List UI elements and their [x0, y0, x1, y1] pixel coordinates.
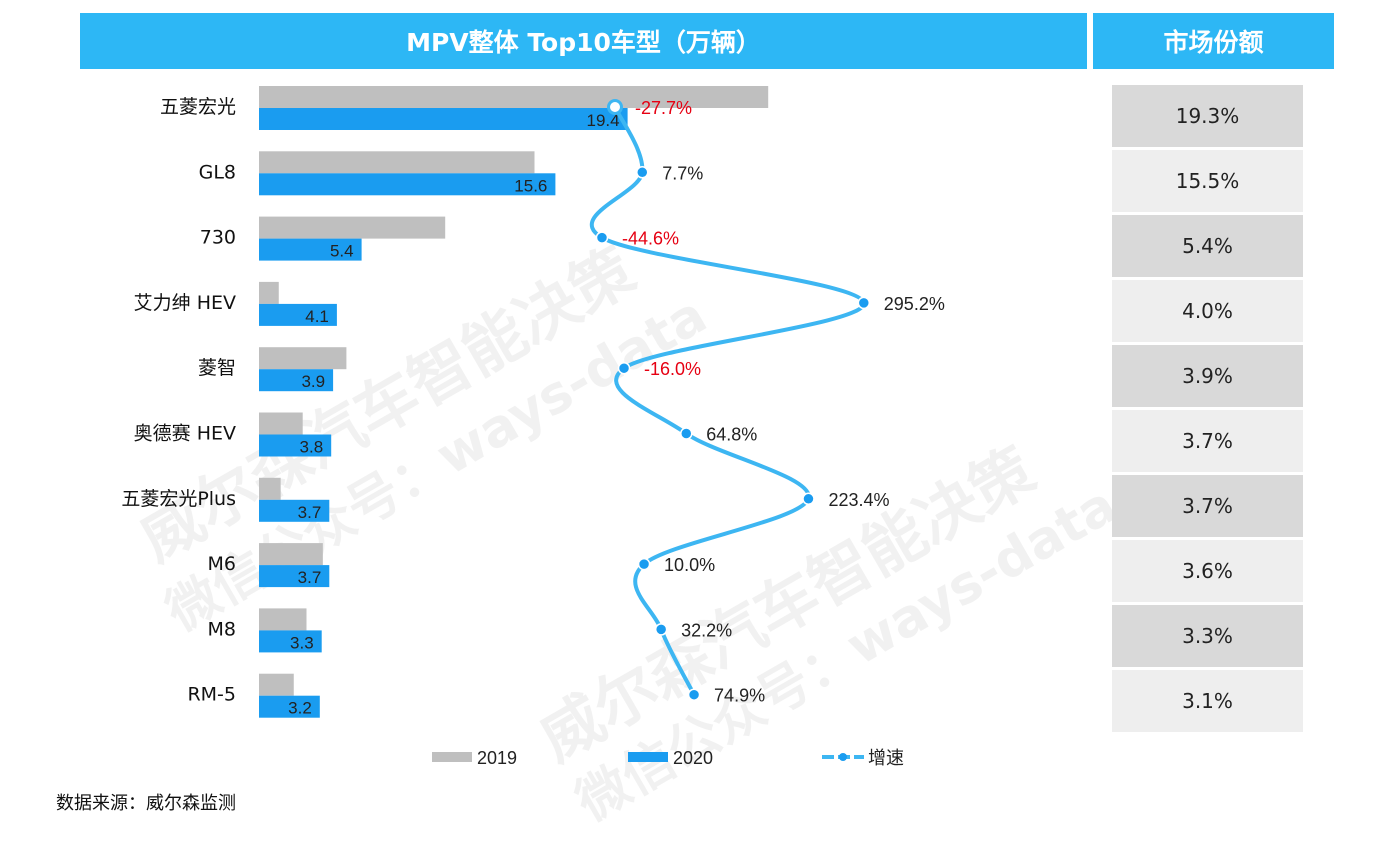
growth-point	[802, 492, 815, 506]
growth-point	[636, 166, 649, 179]
growth-point	[857, 296, 871, 310]
bar-2019	[259, 477, 281, 500]
category-label: GL8	[199, 161, 236, 183]
legend-label-2019: 2019	[477, 748, 517, 768]
bar-value-label: 3.8	[300, 438, 324, 457]
bar-2019	[259, 281, 279, 304]
category-label: 菱智	[198, 357, 236, 379]
market-share-cell: 3.9%	[1112, 345, 1303, 407]
bar-2020	[259, 565, 330, 588]
growth-label: 74.9%	[714, 686, 765, 706]
market-share-cell: 3.7%	[1112, 475, 1303, 537]
category-label: M6	[208, 553, 236, 575]
market-share-cell: 3.6%	[1112, 540, 1303, 602]
market-share-cell: 3.3%	[1112, 605, 1303, 667]
bar-value-label: 15.6	[514, 176, 547, 195]
category-label: 艾力绅 HEV	[134, 292, 236, 314]
growth-point	[687, 688, 701, 701]
market-share-cell: 5.4%	[1112, 215, 1303, 277]
market-share-cell: 4.0%	[1112, 280, 1303, 342]
bar-2019	[259, 543, 323, 566]
market-share-cell: 3.1%	[1112, 670, 1303, 732]
growth-label: 64.8%	[706, 425, 757, 445]
bar-value-label: 3.7	[298, 568, 322, 587]
bar-2020	[259, 108, 628, 130]
bar-value-label: 5.4	[330, 242, 354, 261]
growth-label: 295.2%	[884, 294, 945, 314]
growth-line	[589, 105, 866, 697]
legend-label-2020: 2020	[673, 748, 713, 768]
category-label: 奥德赛 HEV	[134, 423, 236, 445]
legend-swatch-2020	[628, 752, 668, 762]
growth-point	[680, 427, 693, 440]
growth-label: -44.6%	[622, 229, 679, 249]
bar-2020	[259, 369, 334, 392]
growth-label: 10.0%	[664, 555, 715, 575]
growth-label: 7.7%	[662, 163, 703, 183]
growth-label: 223.4%	[828, 490, 889, 510]
category-label: 730	[200, 227, 236, 249]
growth-point	[617, 361, 631, 375]
bar-2020	[259, 238, 362, 261]
market-share-cell: 19.3%	[1112, 85, 1303, 147]
chart-area: 五菱宏光 19.4 GL8 15.6 730 5.4 艾力绅 HEV 4.1 菱智 3.9 奥德赛 …	[121, 86, 945, 769]
bar-2020	[259, 434, 332, 457]
bar-value-label: 3.7	[298, 503, 322, 522]
bar-2019	[259, 347, 347, 370]
bar-value-label: 3.2	[288, 699, 312, 718]
bar-2019	[259, 216, 446, 239]
bar-2019	[259, 412, 303, 435]
bar-2019	[259, 608, 307, 631]
bar-2019	[259, 151, 535, 174]
legend-swatch-growth-point	[839, 753, 847, 761]
bar-2020	[259, 499, 330, 522]
bar-value-label: 3.9	[301, 372, 325, 391]
bar-2019	[259, 86, 769, 108]
legend-swatch-2019	[432, 752, 472, 762]
growth-point	[637, 557, 651, 571]
growth-point	[607, 99, 623, 115]
market-share-cell: 3.7%	[1112, 410, 1303, 472]
category-label: 五菱宏光Plus	[121, 488, 236, 510]
bar-2020	[259, 173, 556, 196]
legend-label-growth: 增速	[868, 748, 904, 769]
bar-2020	[259, 695, 320, 718]
growth-label: 32.2%	[681, 620, 732, 640]
category-label: RM-5	[187, 684, 236, 706]
bar-2019	[259, 673, 294, 696]
category-label: 五菱宏光	[160, 96, 236, 118]
growth-label: -16.0%	[644, 359, 701, 379]
growth-point	[595, 231, 609, 244]
bar-value-label: 3.3	[290, 633, 314, 652]
growth-label: -27.7%	[635, 98, 692, 118]
growth-point	[654, 623, 668, 636]
data-source: 数据来源：威尔森监测	[56, 793, 236, 814]
market-share-title: 市场份额	[1093, 13, 1334, 69]
chart-title: MPV整体 Top10车型（万辆）	[80, 13, 1087, 69]
bar-value-label: 4.1	[305, 307, 329, 326]
bar-2020	[259, 630, 322, 653]
bar-2020	[259, 303, 337, 326]
market-share-cell: 15.5%	[1112, 150, 1303, 212]
bar-value-label: 19.4	[587, 111, 620, 130]
category-label: M8	[208, 618, 236, 640]
